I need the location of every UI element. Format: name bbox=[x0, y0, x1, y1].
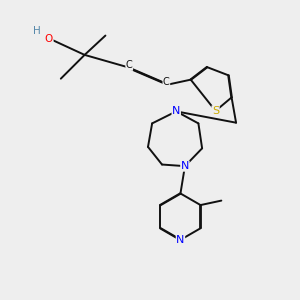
Text: O: O bbox=[45, 34, 53, 44]
Text: C: C bbox=[126, 60, 133, 70]
Text: H: H bbox=[33, 26, 41, 36]
Text: N: N bbox=[181, 161, 189, 171]
Text: N: N bbox=[176, 235, 185, 245]
Text: S: S bbox=[212, 106, 219, 116]
Text: N: N bbox=[172, 106, 180, 116]
Text: C: C bbox=[163, 76, 170, 87]
